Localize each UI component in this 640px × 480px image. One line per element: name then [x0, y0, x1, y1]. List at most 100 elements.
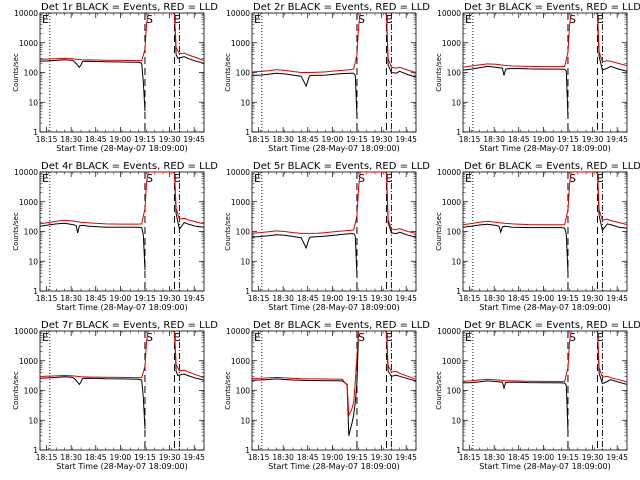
x-axis-label: Start Time (28-May-07 18:09:00): [56, 303, 187, 312]
y-tick-label: 100: [24, 387, 39, 396]
y-tick-label: 10: [451, 416, 461, 425]
detector-panel: Det 3r BLACK = Events, RED = LLD 1 10 100 10…: [435, 2, 640, 153]
annotation-s: S: [146, 331, 153, 344]
annotation-s: S: [146, 13, 153, 26]
detector-panel: Det 9r BLACK = Events, RED = LLD 1 10 100 10…: [435, 320, 640, 471]
x-tick-label: 18:30: [60, 453, 82, 462]
x-tick-label: 18:30: [483, 294, 505, 303]
x-tick-label: 19:30: [371, 294, 393, 303]
x-axis-label: Start Time (28-May-07 18:09:00): [268, 303, 399, 312]
y-tick-label: 10000: [437, 168, 461, 177]
lld-series-line: [40, 331, 204, 379]
x-tick-label: 19:45: [395, 453, 417, 462]
x-tick-label: 19:45: [183, 294, 205, 303]
x-tick-label: 19:15: [557, 294, 579, 303]
y-axis-label: Counts/sec: [224, 371, 232, 410]
y-tick-label: 1000: [231, 357, 250, 366]
lld-series-line: [463, 13, 627, 68]
detector-panel: Det 5r BLACK = Events, RED = LLD 1 10 100 10…: [224, 161, 430, 312]
x-tick-label: 18:45: [297, 135, 319, 144]
annotation-e-left: E: [465, 331, 472, 344]
annotation-s: S: [569, 331, 576, 344]
x-tick-label: 19:15: [134, 135, 156, 144]
y-tick-label: 10: [240, 416, 250, 425]
annotation-s: S: [569, 172, 576, 185]
y-tick-label: 10: [28, 98, 38, 107]
y-tick-label: 10000: [226, 327, 250, 336]
y-tick-label: 1000: [442, 357, 461, 366]
annotation-e-right: E: [385, 172, 392, 185]
x-tick-label: 19:45: [183, 135, 205, 144]
y-tick-label: 10: [240, 98, 250, 107]
y-tick-label: 10: [240, 257, 250, 266]
y-axis-label: Counts/sec: [12, 371, 20, 410]
y-tick-label: 1: [456, 446, 461, 455]
y-tick-label: 10: [28, 416, 38, 425]
x-tick-label: 18:45: [85, 135, 107, 144]
annotation-s: S: [146, 172, 153, 185]
x-axis-label: Start Time (28-May-07 18:09:00): [479, 303, 610, 312]
panel-title: Det 8r BLACK = Events, RED = LLD: [253, 320, 430, 331]
panel-title: Det 6r BLACK = Events, RED = LLD: [464, 161, 640, 172]
x-tick-label: 19:30: [159, 135, 181, 144]
y-tick-label: 10000: [226, 9, 250, 18]
annotation-e-right: E: [596, 13, 603, 26]
detector-panel: Det 6r BLACK = Events, RED = LLD 1 10 100 10…: [435, 161, 640, 312]
x-tick-label: 19:45: [606, 135, 628, 144]
annotation-e-right: E: [173, 331, 180, 344]
x-tick-label: 19:45: [395, 294, 417, 303]
x-tick-label: 18:15: [459, 135, 481, 144]
panel-title: Det 1r BLACK = Events, RED = LLD: [41, 2, 218, 13]
y-tick-label: 10000: [437, 327, 461, 336]
x-tick-label: 19:45: [606, 453, 628, 462]
y-tick-label: 100: [24, 69, 39, 78]
panel-title: Det 2r BLACK = Events, RED = LLD: [253, 2, 430, 13]
x-tick-label: 19:15: [346, 294, 368, 303]
x-tick-label: 18:30: [60, 294, 82, 303]
annotation-e-left: E: [254, 172, 261, 185]
detector-panel: Det 2r BLACK = Events, RED = LLD 1 10 100 10…: [224, 2, 430, 153]
events-series-line: [40, 13, 204, 112]
x-tick-label: 19:30: [371, 453, 393, 462]
x-tick-label: 18:45: [508, 294, 530, 303]
y-axis-label: Counts/sec: [435, 53, 443, 92]
panel-title: Det 5r BLACK = Events, RED = LLD: [253, 161, 430, 172]
lld-series-line: [252, 13, 416, 73]
x-tick-label: 19:15: [557, 453, 579, 462]
lld-series-line: [40, 172, 204, 225]
lld-series-line: [252, 331, 416, 417]
x-tick-label: 18:30: [272, 135, 294, 144]
x-tick-label: 18:30: [483, 135, 505, 144]
x-tick-label: 19:30: [582, 453, 604, 462]
y-tick-label: 1000: [19, 357, 38, 366]
events-series-line: [252, 172, 416, 277]
x-tick-label: 18:15: [36, 135, 58, 144]
annotation-e-right: E: [385, 331, 392, 344]
annotation-e-right: E: [173, 13, 180, 26]
x-axis-label: Start Time (28-May-07 18:09:00): [268, 462, 399, 471]
y-tick-label: 10: [451, 257, 461, 266]
x-axis-label: Start Time (28-May-07 18:09:00): [56, 462, 187, 471]
x-tick-label: 19:30: [371, 135, 393, 144]
y-tick-label: 10: [451, 98, 461, 107]
x-tick-label: 19:30: [582, 294, 604, 303]
annotation-s: S: [569, 13, 576, 26]
detector-panel: Det 4r BLACK = Events, RED = LLD 1 10 100 10…: [12, 161, 218, 312]
x-tick-label: 19:00: [110, 294, 132, 303]
y-tick-label: 100: [236, 387, 251, 396]
y-tick-label: 1000: [442, 198, 461, 207]
annotation-e-left: E: [465, 13, 472, 26]
detector-panel: Det 7r BLACK = Events, RED = LLD 1 10 100 10…: [12, 320, 218, 471]
annotation-e-left: E: [42, 172, 49, 185]
panel-title: Det 4r BLACK = Events, RED = LLD: [41, 161, 218, 172]
y-axis-label: Counts/sec: [435, 371, 443, 410]
x-tick-label: 19:15: [134, 453, 156, 462]
x-axis-label: Start Time (28-May-07 18:09:00): [56, 144, 187, 153]
annotation-e-right: E: [596, 172, 603, 185]
x-tick-label: 19:00: [322, 294, 344, 303]
lld-series-line: [463, 331, 627, 383]
annotation-s: S: [358, 331, 365, 344]
lld-series-line: [463, 172, 627, 226]
x-tick-label: 18:30: [272, 453, 294, 462]
x-tick-label: 19:00: [533, 453, 555, 462]
